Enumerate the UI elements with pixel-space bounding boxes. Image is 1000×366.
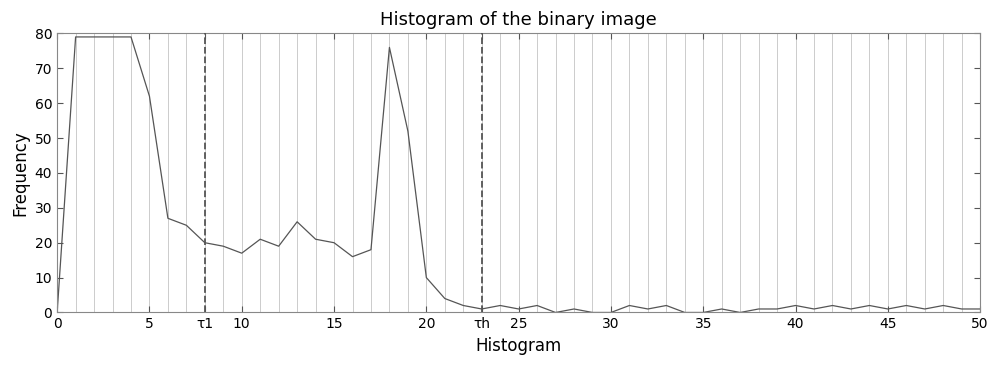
Y-axis label: Frequency: Frequency [11,130,29,216]
X-axis label: Histogram: Histogram [476,337,562,355]
Title: Histogram of the binary image: Histogram of the binary image [380,11,657,29]
